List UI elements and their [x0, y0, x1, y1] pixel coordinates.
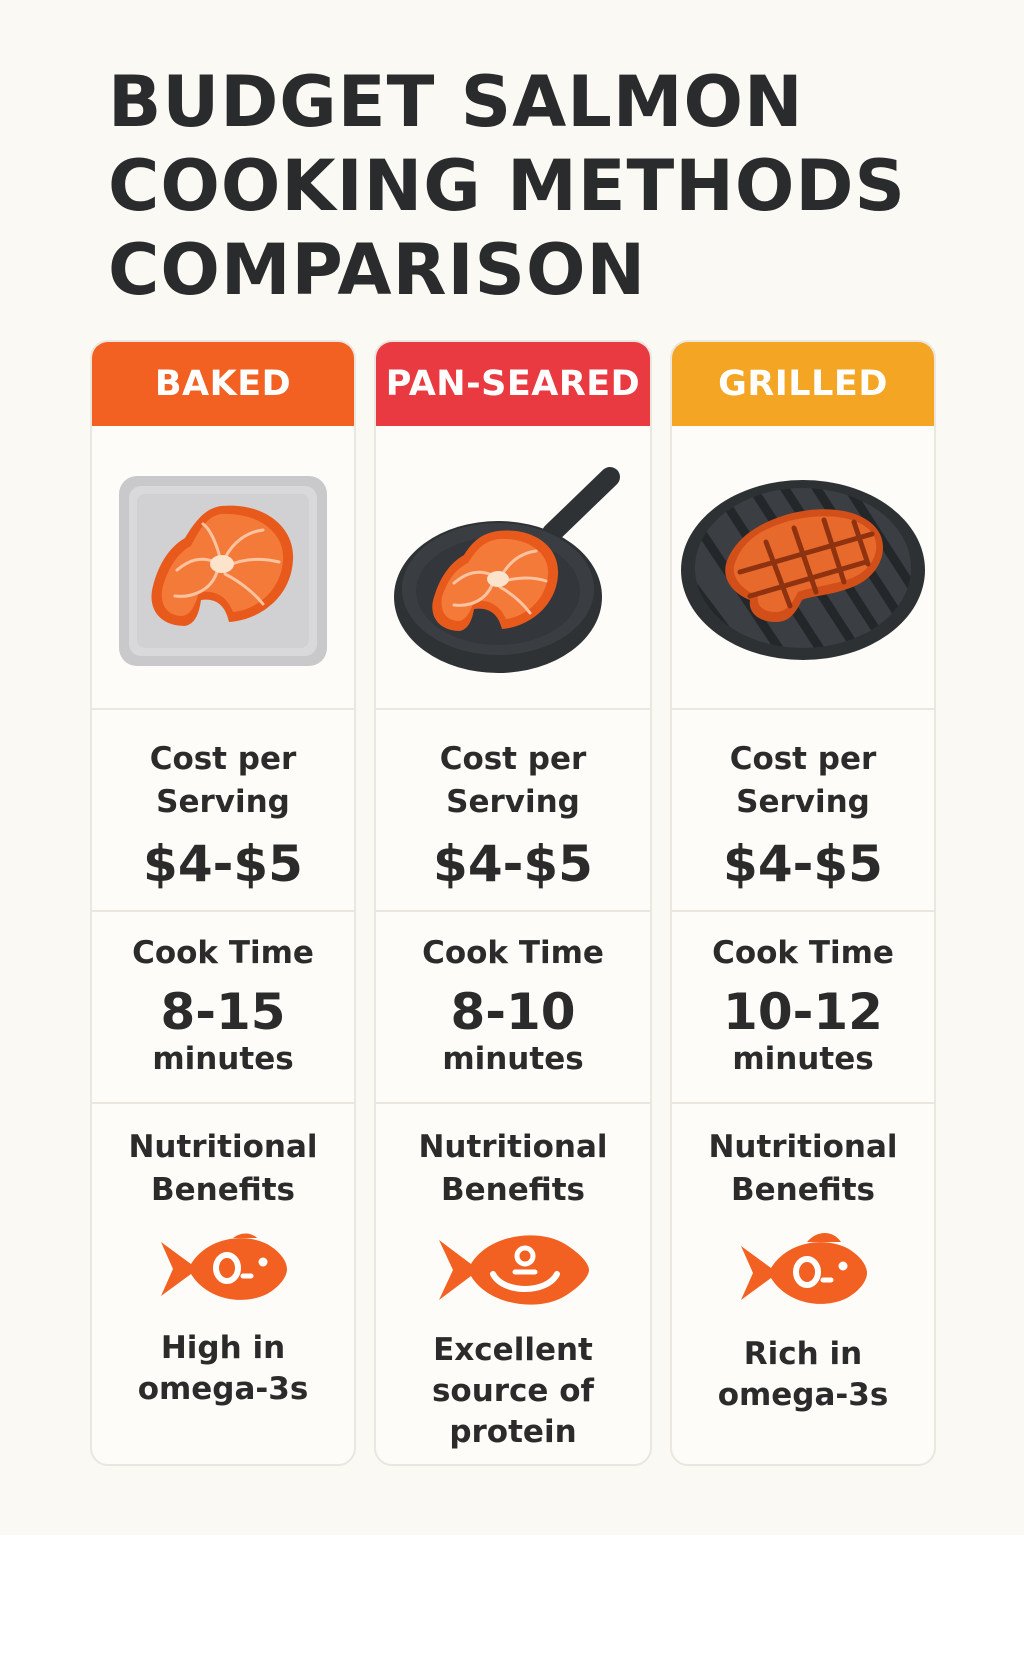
fish-omega-icon [741, 1233, 867, 1304]
title-line: COOKING METHODS [108, 145, 906, 227]
salmon-in-frying-pan-icon [394, 467, 620, 673]
time-label: Cook Time [422, 935, 604, 971]
nutrition-text: High in omega-3s [137, 1330, 309, 1407]
nutrition-label: Nutritional Benefits [708, 1129, 898, 1208]
cost-value: $4-$5 [433, 835, 593, 893]
nutrition-label: Nutritional Benefits [128, 1129, 318, 1208]
cost-label: Cost per Serving [439, 741, 587, 820]
card-image [92, 426, 354, 710]
nutrition-section: Nutritional Benefits Rich in omega-3s [672, 1104, 934, 1416]
fish-protein-icon [439, 1235, 589, 1305]
card-header-grilled: GRILLED [672, 342, 934, 426]
card-header-pan-seared: PAN-SEARED [376, 342, 650, 426]
salmon-on-grill-icon [681, 480, 925, 660]
time-value: 8-15 [160, 983, 286, 1041]
nutrition-section: Nutritional Benefits Excellent source of… [376, 1104, 650, 1453]
cost-value: $4-$5 [723, 835, 883, 893]
time-value: 10-12 [723, 983, 883, 1041]
time-section: Cook Time 8-15 minutes [92, 912, 354, 1104]
nutrition-text: Rich in omega-3s [717, 1336, 889, 1413]
method-name: GRILLED [718, 364, 888, 404]
nutrition-text: Excellent source of protein [431, 1332, 595, 1450]
fish-omega-icon [161, 1233, 287, 1300]
nutrition-section: Nutritional Benefits High in omega-3s [92, 1104, 354, 1410]
time-section: Cook Time 10-12 minutes [672, 912, 934, 1104]
time-unit: minutes [442, 1041, 584, 1077]
title-line: BUDGET SALMON [108, 61, 804, 143]
cost-section: Cost per Serving $4-$5 [92, 710, 354, 912]
cost-value: $4-$5 [143, 835, 303, 893]
cost-section: Cost per Serving $4-$5 [376, 710, 650, 912]
method-name: PAN-SEARED [385, 364, 641, 404]
time-unit: minutes [732, 1041, 874, 1077]
method-card-pan-seared: PAN-SEARED Cost [374, 340, 652, 1466]
time-unit: minutes [152, 1041, 294, 1077]
infographic: BUDGET SALMON COOKING METHODS COMPARISON… [0, 0, 1024, 1535]
salmon-on-baking-tray-icon [119, 476, 327, 666]
card-header-baked: BAKED [92, 342, 354, 426]
card-image [376, 426, 650, 710]
method-name: BAKED [154, 364, 292, 404]
nutrition-label: Nutritional Benefits [418, 1129, 608, 1208]
time-value: 8-10 [450, 983, 576, 1041]
cost-label: Cost per Serving [149, 741, 297, 820]
cost-label: Cost per Serving [729, 741, 877, 820]
page-title: BUDGET SALMON COOKING METHODS COMPARISON [108, 60, 968, 312]
time-label: Cook Time [132, 935, 314, 971]
card-image [672, 426, 934, 710]
time-label: Cook Time [712, 935, 894, 971]
time-section: Cook Time 8-10 minutes [376, 912, 650, 1104]
cost-section: Cost per Serving $4-$5 [672, 710, 934, 912]
title-line: COMPARISON [108, 229, 647, 311]
method-card-grilled: GRILLED [670, 340, 936, 1466]
method-card-baked: BAKED Cost pe [90, 340, 356, 1466]
